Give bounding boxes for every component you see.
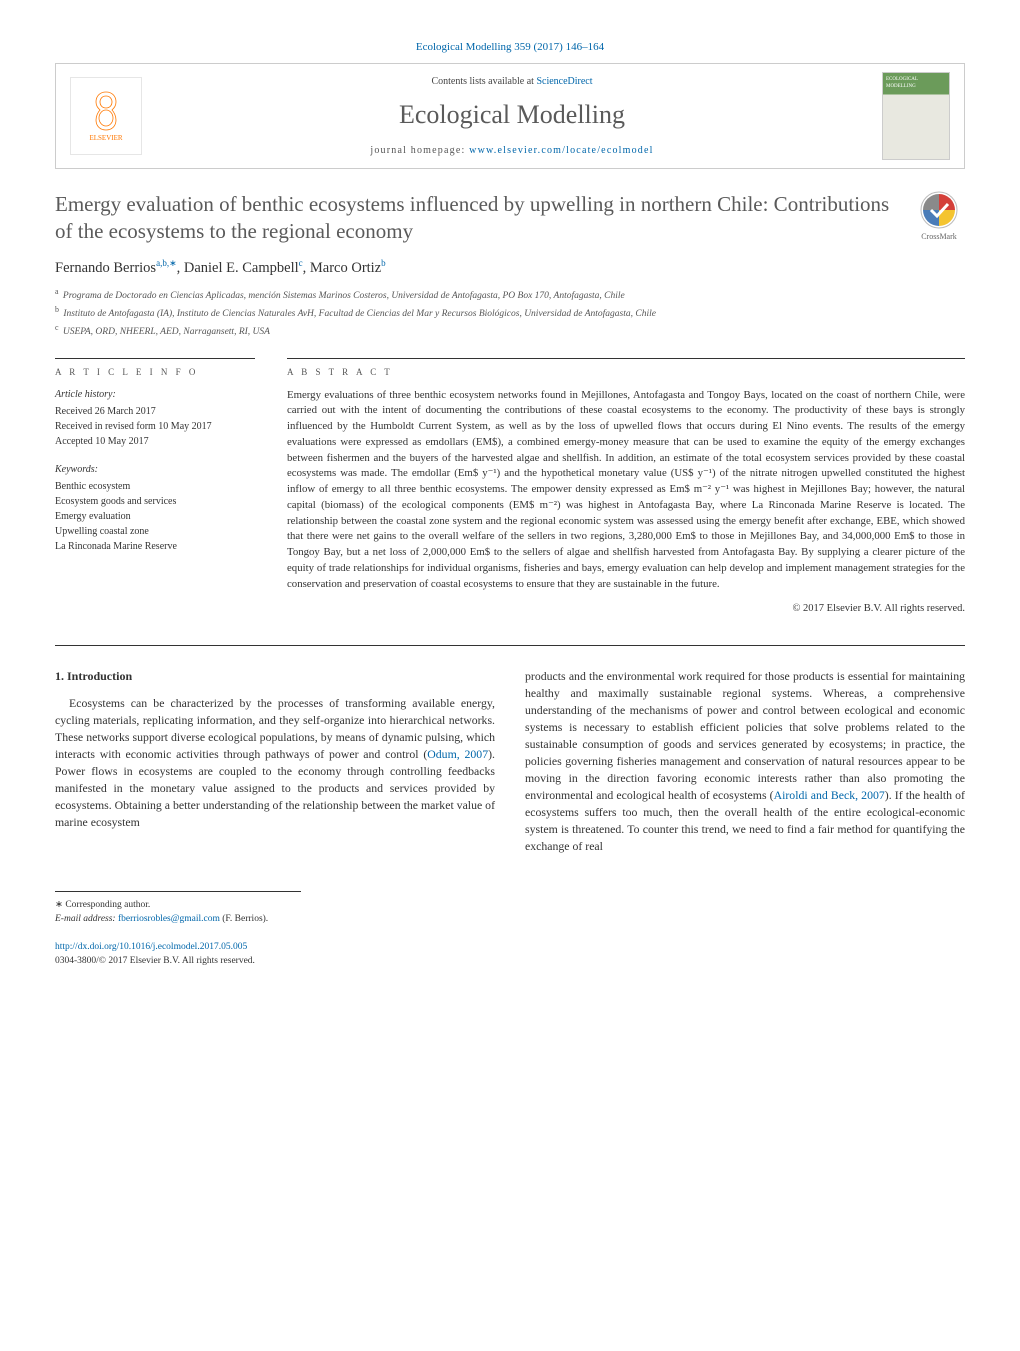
affiliation-c-text: USEPA, ORD, NHEERL, AED, Narragansett, R…	[63, 327, 270, 337]
homepage-prefix: journal homepage:	[370, 145, 469, 156]
doi-link[interactable]: http://dx.doi.org/10.1016/j.ecolmodel.20…	[55, 942, 247, 952]
elsevier-label: ELSEVIER	[89, 134, 122, 144]
article-info-label: a r t i c l e i n f o	[55, 358, 255, 379]
keyword: Benthic ecosystem	[55, 479, 255, 494]
affiliation-c: c USEPA, ORD, NHEERL, AED, Narragansett,…	[55, 322, 965, 340]
issn-copyright-line: 0304-3800/© 2017 Elsevier B.V. All right…	[55, 954, 495, 968]
email-label: E-mail address:	[55, 914, 118, 924]
keyword: Upwelling coastal zone	[55, 524, 255, 539]
keywords-label: Keywords:	[55, 463, 255, 477]
sciencedirect-link[interactable]: ScienceDirect	[536, 76, 592, 87]
keyword: Ecosystem goods and services	[55, 494, 255, 509]
email-line: E-mail address: fberriosrobles@gmail.com…	[55, 912, 301, 926]
abstract-column: a b s t r a c t Emergy evaluations of th…	[287, 358, 965, 617]
email-name: (F. Berrios).	[220, 914, 268, 924]
article-title: Emergy evaluation of benthic ecosystems …	[55, 191, 899, 245]
crossmark-badge[interactable]: CrossMark	[913, 191, 965, 242]
keyword: Emergy evaluation	[55, 509, 255, 524]
journal-cover-thumbnail: ECOLOGICAL MODELLING	[882, 72, 950, 160]
history-line: Received in revised form 10 May 2017	[55, 419, 255, 434]
article-info-column: a r t i c l e i n f o Article history: R…	[55, 358, 255, 617]
abstract-text: Emergy evaluations of three benthic ecos…	[287, 388, 965, 593]
corresponding-label: ∗ Corresponding author.	[55, 898, 301, 912]
header-center: Contents lists available at ScienceDirec…	[142, 75, 882, 157]
crossmark-label: CrossMark	[921, 232, 957, 241]
intro-para-right: products and the environmental work requ…	[525, 668, 965, 855]
abstract-label: a b s t r a c t	[287, 358, 965, 379]
author-3: , Marco Ortiz	[303, 260, 382, 276]
affiliations: a Programa de Doctorado en Ciencias Apli…	[55, 286, 965, 340]
introduction-heading: 1. Introduction	[55, 668, 495, 685]
author-3-sup: b	[381, 258, 386, 268]
history-label: Article history:	[55, 388, 255, 402]
history-line: Received 26 March 2017	[55, 404, 255, 419]
cover-label: ECOLOGICAL MODELLING	[886, 77, 918, 89]
journal-title: Ecological Modelling	[142, 97, 882, 133]
author-2: , Daniel E. Campbell	[177, 260, 299, 276]
homepage-line: journal homepage: www.elsevier.com/locat…	[142, 144, 882, 158]
corresponding-email-link[interactable]: fberriosrobles@gmail.com	[118, 914, 220, 924]
author-1: Fernando Berrios	[55, 260, 156, 276]
history-lines: Received 26 March 2017 Received in revis…	[55, 404, 255, 449]
contents-available-line: Contents lists available at ScienceDirec…	[142, 75, 882, 89]
body-columns: 1. Introduction Ecosystems can be charac…	[55, 668, 965, 969]
history-line: Accepted 10 May 2017	[55, 434, 255, 449]
affiliation-b: b Instituto de Antofagasta (IA), Institu…	[55, 304, 965, 322]
author-1-sup: a,b,∗	[156, 258, 177, 268]
journal-reference: Ecological Modelling 359 (2017) 146–164	[55, 40, 965, 55]
citation-odum-2007[interactable]: Odum, 2007	[427, 747, 488, 761]
body-column-left: 1. Introduction Ecosystems can be charac…	[55, 668, 495, 969]
affiliation-a: a Programa de Doctorado en Ciencias Apli…	[55, 286, 965, 304]
affiliation-b-text: Instituto de Antofagasta (IA), Instituto…	[63, 309, 656, 319]
section-divider	[55, 645, 965, 646]
body-column-right: products and the environmental work requ…	[525, 668, 965, 969]
authors-line: Fernando Berriosa,b,∗, Daniel E. Campbel…	[55, 257, 965, 278]
contents-prefix: Contents lists available at	[431, 76, 536, 87]
doi-block: http://dx.doi.org/10.1016/j.ecolmodel.20…	[55, 940, 495, 969]
elsevier-logo: ELSEVIER	[70, 77, 142, 155]
keyword: La Rinconada Marine Reserve	[55, 539, 255, 554]
intro-para-left: Ecosystems can be characterized by the p…	[55, 695, 495, 831]
journal-header-box: ELSEVIER Contents lists available at Sci…	[55, 63, 965, 169]
abstract-copyright: © 2017 Elsevier B.V. All rights reserved…	[287, 602, 965, 617]
corresponding-author-block: ∗ Corresponding author. E-mail address: …	[55, 891, 301, 927]
homepage-link[interactable]: www.elsevier.com/locate/ecolmodel	[469, 145, 653, 156]
citation-airoldi-beck-2007[interactable]: Airoldi and Beck, 2007	[774, 788, 885, 802]
affiliation-a-text: Programa de Doctorado en Ciencias Aplica…	[63, 291, 625, 301]
keywords-lines: Benthic ecosystem Ecosystem goods and se…	[55, 479, 255, 554]
